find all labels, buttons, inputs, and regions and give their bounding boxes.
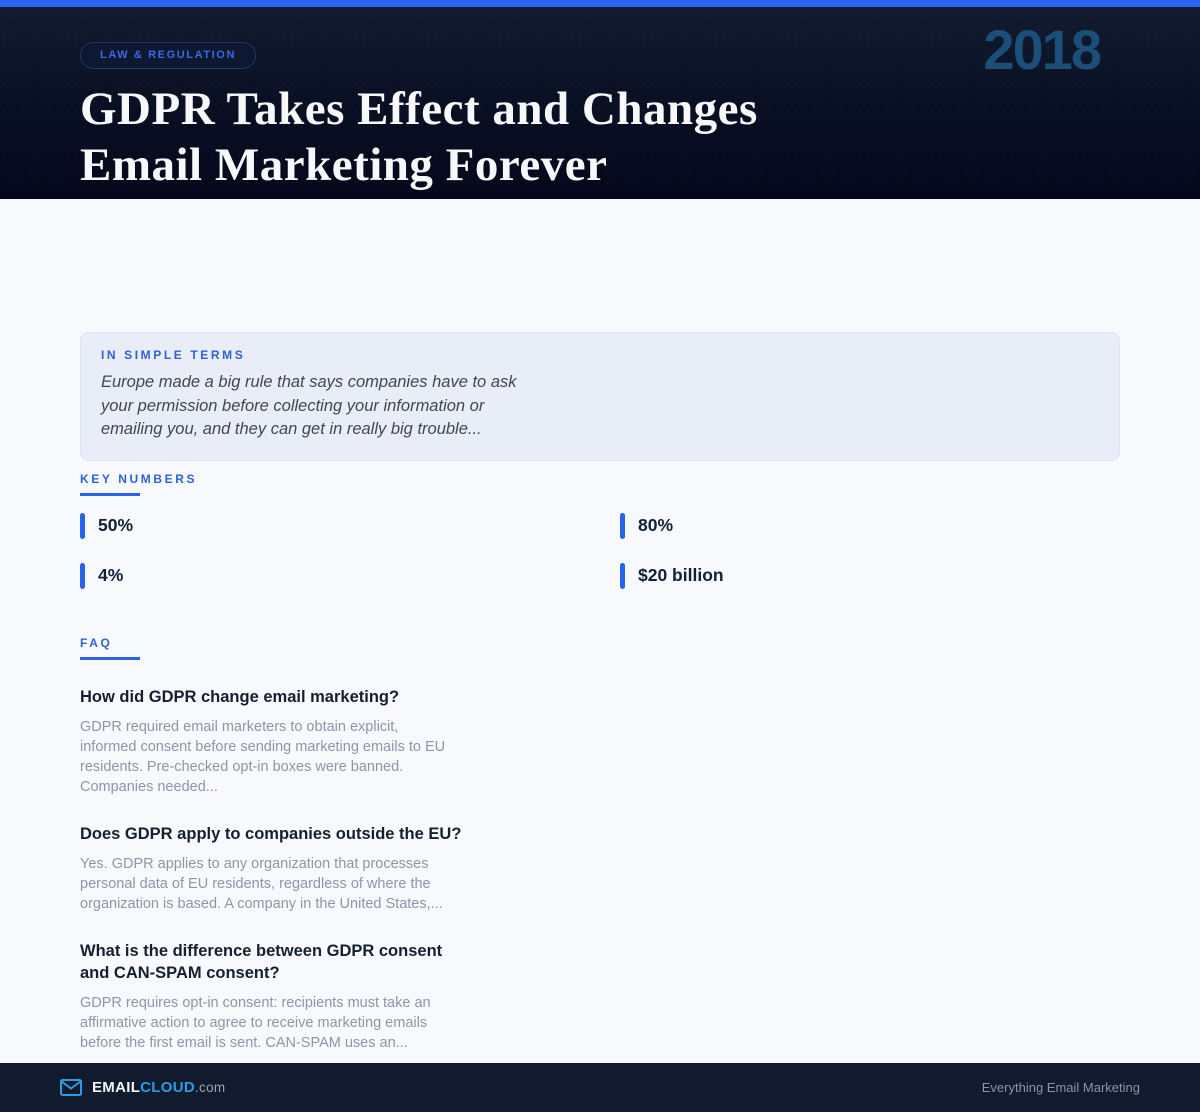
- brand-text-primary: EMAIL: [92, 1079, 141, 1096]
- faq-answer: Yes. GDPR applies to any organization th…: [80, 855, 443, 912]
- page-footer: EMAILCLOUD.com Everything Email Marketin…: [0, 1063, 1200, 1112]
- stat-accent-bar: [80, 562, 85, 589]
- simple-terms-card: IN SIMPLE TERMS Europe made a big rule t…: [80, 332, 1120, 461]
- faq-section: FAQ How did GDPR change email marketing?…: [80, 636, 1120, 1053]
- article-title: GDPR Takes Effect and Changes Email Mark…: [80, 81, 1120, 193]
- key-numbers-header: KEY NUMBERS: [80, 472, 1120, 496]
- faq-item: How did GDPR change email marketing? GDP…: [80, 686, 1120, 797]
- envelope-icon: [60, 1079, 82, 1096]
- article-title-line1: GDPR Takes Effect and Changes: [80, 83, 758, 135]
- article-title-line2: Email Marketing Forever: [80, 139, 608, 191]
- faq-answer: GDPR requires opt-in consent: recipients…: [80, 994, 431, 1051]
- top-accent-bar: [0, 0, 1200, 7]
- footer-tagline: Everything Email Marketing: [981, 1080, 1140, 1095]
- stat-value: 4%: [98, 565, 124, 585]
- stat-item: 4%: [80, 562, 620, 589]
- category-badge[interactable]: LAW & REGULATION: [80, 42, 256, 69]
- faq-item: Does GDPR apply to companies outside the…: [80, 823, 1120, 914]
- faq-label: FAQ: [80, 635, 113, 650]
- simple-terms-label: IN SIMPLE TERMS: [101, 348, 246, 362]
- key-numbers-section: KEY NUMBERS 50% 80% 4% $20 bil: [80, 472, 1120, 589]
- key-numbers-underline: [80, 492, 140, 496]
- stat-accent-bar: [620, 512, 625, 539]
- stat-accent-bar: [80, 512, 85, 539]
- brand-text-secondary: CLOUD: [140, 1079, 195, 1096]
- stat-item: $20 billion: [620, 562, 1160, 589]
- simple-terms-text: Europe made a big rule that says compani…: [101, 373, 517, 438]
- year-watermark: 2018: [983, 18, 1102, 81]
- stat-item: 50%: [80, 512, 620, 539]
- faq-question: What is the difference between GDPR cons…: [80, 941, 443, 982]
- stat-accent-bar: [620, 562, 625, 589]
- stat-value: 50%: [98, 515, 134, 535]
- faq-underline: [80, 656, 140, 660]
- brand-text-suffix: .com: [195, 1080, 226, 1095]
- faq-item: What is the difference between GDPR cons…: [80, 940, 1120, 1053]
- stat-value: $20 billion: [638, 565, 724, 585]
- faq-question: Does GDPR apply to companies outside the…: [80, 824, 462, 843]
- stat-item: 80%: [620, 512, 1160, 539]
- key-numbers-label: KEY NUMBERS: [80, 471, 198, 486]
- faq-answer: GDPR required email marketers to obtain …: [80, 718, 446, 795]
- brand-logo[interactable]: EMAILCLOUD.com: [60, 1079, 225, 1096]
- stat-value: 80%: [638, 515, 674, 535]
- article-body: IN SIMPLE TERMS Europe made a big rule t…: [0, 199, 1200, 1063]
- stats-grid: 50% 80% 4% $20 billion: [80, 512, 1120, 589]
- brand-text: EMAILCLOUD.com: [92, 1079, 225, 1096]
- faq-question: How did GDPR change email marketing?: [80, 687, 400, 706]
- faq-header: FAQ: [80, 636, 1120, 660]
- article-header: 2018 LAW & REGULATION GDPR Takes Effect …: [0, 7, 1200, 199]
